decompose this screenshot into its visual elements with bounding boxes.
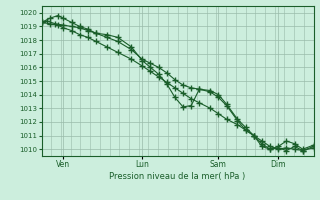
- X-axis label: Pression niveau de la mer( hPa ): Pression niveau de la mer( hPa ): [109, 172, 246, 181]
